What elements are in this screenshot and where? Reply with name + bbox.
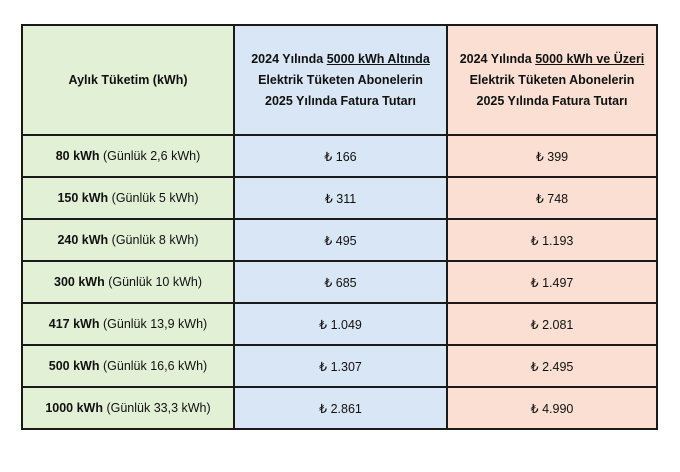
bill-below-5000: ₺ 495 — [233, 218, 448, 262]
kwh-value: 300 kWh — [54, 275, 105, 289]
header-col1-label: Aylık Tüketim (kWh) — [68, 72, 188, 87]
header-col3-highlight: 5000 kWh ve Üzeri — [535, 51, 645, 66]
bill-above-5000: ₺ 748 — [446, 176, 658, 220]
bill-below-5000: ₺ 1.049 — [233, 302, 448, 346]
kwh-value: 240 kWh — [57, 233, 109, 247]
bill-below-5000: ₺ 1.307 — [233, 344, 448, 388]
consumption-cell: 80 kWh (Günlük 2,6 kWh) — [21, 134, 235, 178]
header-col2-line2: Elektrik Tüketen Abonelerin — [258, 72, 423, 87]
bill-above-5000: ₺ 1.193 — [446, 218, 658, 262]
kwh-value: 417 kWh — [48, 317, 100, 331]
daily-value: (Günlük 33,3 kWh) — [106, 401, 211, 415]
bill-below-5000: ₺ 166 — [233, 134, 448, 178]
kwh-value: 1000 kWh — [45, 401, 103, 415]
bill-above-5000: ₺ 2.081 — [446, 302, 658, 346]
bill-above-5000: ₺ 1.497 — [446, 260, 658, 304]
daily-value: (Günlük 10 kWh) — [108, 275, 202, 289]
bill-above-5000: ₺ 399 — [446, 134, 658, 178]
header-col3-line3: 2025 Yılında Fatura Tutarı — [476, 93, 628, 108]
daily-value: (Günlük 13,9 kWh) — [102, 317, 208, 331]
header-below-5000: 2024 Yılında 5000 kWh Altında Elektrik T… — [233, 24, 448, 136]
tariff-table: Aylık Tüketim (kWh) 2024 Yılında 5000 kW… — [21, 24, 658, 430]
table-row: 240 kWh (Günlük 8 kWh) ₺ 495 ₺ 1.193 — [21, 218, 658, 262]
header-col2-line3: 2025 Yılında Fatura Tutarı — [265, 93, 416, 108]
header-col3-line2: Elektrik Tüketen Abonelerin — [469, 72, 635, 87]
consumption-cell: 1000 kWh (Günlük 33,3 kWh) — [21, 386, 235, 430]
consumption-cell: 417 kWh (Günlük 13,9 kWh) — [21, 302, 235, 346]
bill-below-5000: ₺ 685 — [233, 260, 448, 304]
header-row: Aylık Tüketim (kWh) 2024 Yılında 5000 kW… — [21, 24, 658, 136]
kwh-value: 500 kWh — [48, 359, 100, 373]
bill-above-5000: ₺ 2.495 — [446, 344, 658, 388]
kwh-value: 150 kWh — [57, 191, 109, 205]
consumption-cell: 240 kWh (Günlük 8 kWh) — [21, 218, 235, 262]
consumption-cell: 150 kWh (Günlük 5 kWh) — [21, 176, 235, 220]
daily-value: (Günlük 8 kWh) — [111, 233, 199, 247]
table-row: 500 kWh (Günlük 16,6 kWh) ₺ 1.307 ₺ 2.495 — [21, 344, 658, 388]
daily-value: (Günlük 16,6 kWh) — [102, 359, 208, 373]
header-col3-pre: 2024 Yılında — [459, 51, 536, 66]
bill-below-5000: ₺ 2.861 — [233, 386, 448, 430]
bill-below-5000: ₺ 311 — [233, 176, 448, 220]
header-col2-highlight: 5000 kWh Altında — [326, 51, 430, 66]
table-row: 150 kWh (Günlük 5 kWh) ₺ 311 ₺ 748 — [21, 176, 658, 220]
consumption-cell: 500 kWh (Günlük 16,6 kWh) — [21, 344, 235, 388]
table-row: 300 kWh (Günlük 10 kWh) ₺ 685 ₺ 1.497 — [21, 260, 658, 304]
daily-value: (Günlük 5 kWh) — [111, 191, 199, 205]
bill-above-5000: ₺ 4.990 — [446, 386, 658, 430]
header-col2-pre: 2024 Yılında — [251, 51, 327, 66]
kwh-value: 80 kWh — [55, 149, 100, 163]
header-above-5000: 2024 Yılında 5000 kWh ve Üzeri Elektrik … — [446, 24, 658, 136]
header-monthly-consumption: Aylık Tüketim (kWh) — [21, 24, 235, 136]
consumption-cell: 300 kWh (Günlük 10 kWh) — [21, 260, 235, 304]
table-row: 417 kWh (Günlük 13,9 kWh) ₺ 1.049 ₺ 2.081 — [21, 302, 658, 346]
table-row: 80 kWh (Günlük 2,6 kWh) ₺ 166 ₺ 399 — [21, 134, 658, 178]
daily-value: (Günlük 2,6 kWh) — [102, 149, 201, 163]
table-row: 1000 kWh (Günlük 33,3 kWh) ₺ 2.861 ₺ 4.990 — [21, 386, 658, 430]
